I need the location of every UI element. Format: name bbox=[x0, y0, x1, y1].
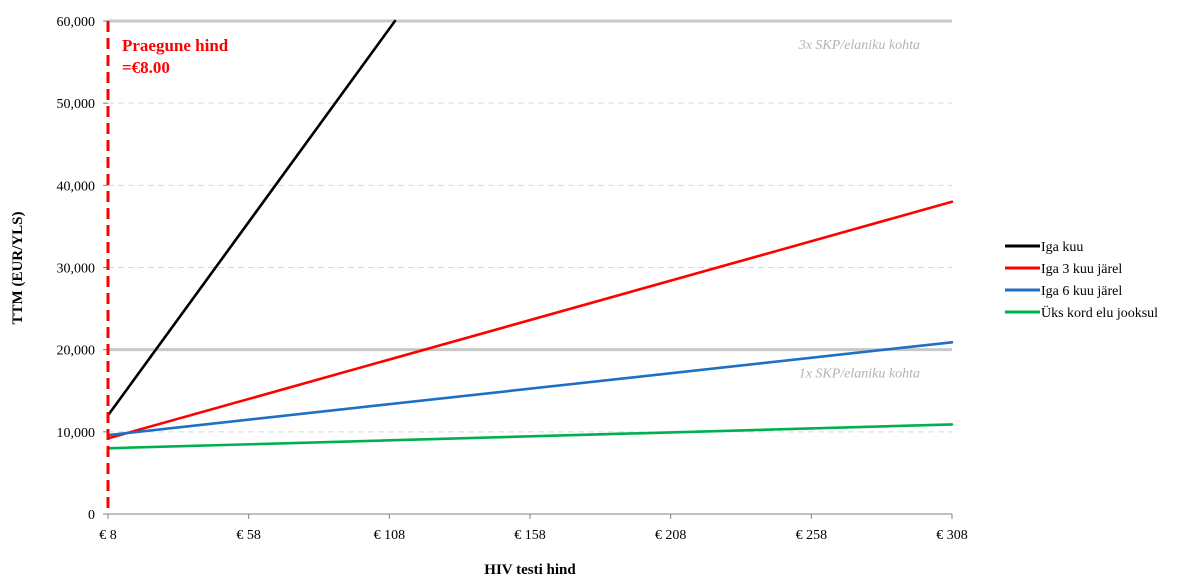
y-tick-label-2: 20,000 bbox=[57, 344, 96, 359]
y-tick-label-3: 30,000 bbox=[57, 262, 96, 277]
x-tick-labels: € 8 € 58 € 108 € 158 € 208 € 258 € 308 bbox=[99, 528, 968, 543]
legend-label-3: Üks kord elu jooksul bbox=[1041, 304, 1158, 321]
y-axis-title: TTM (EUR/YLS) bbox=[10, 212, 26, 325]
reference-label-0: 3x SKP/elaniku kohta bbox=[798, 38, 920, 53]
current-price-value: =€8.00 bbox=[122, 58, 170, 77]
reference-lines: 3x SKP/elaniku kohta 1x SKP/elaniku kohta bbox=[108, 21, 952, 382]
y-tick-labels: 0 10,000 20,000 30,000 40,000 50,000 60,000 bbox=[57, 15, 96, 523]
y-tick-label-0: 0 bbox=[88, 508, 95, 523]
x-axis-title: HIV testi hind bbox=[484, 562, 576, 578]
x-tick-label-4: € 208 bbox=[655, 528, 687, 543]
x-tick-label-3: € 158 bbox=[514, 528, 546, 543]
x-tick-label-5: € 258 bbox=[796, 528, 828, 543]
legend-label-0: Iga kuu bbox=[1041, 240, 1083, 255]
series-line-1 bbox=[108, 202, 952, 439]
legend-label-1: Iga 3 kuu järel bbox=[1041, 262, 1122, 277]
current-price-label: Praegune hind bbox=[122, 36, 229, 55]
y-tick-label-6: 60,000 bbox=[57, 15, 96, 30]
series-lines bbox=[108, 21, 952, 448]
y-tick-label-5: 50,000 bbox=[57, 97, 96, 112]
x-tick-label-0: € 8 bbox=[99, 528, 117, 543]
y-tick-label-4: 40,000 bbox=[57, 179, 96, 194]
series-line-0 bbox=[108, 21, 395, 415]
legend-label-2: Iga 6 kuu järel bbox=[1041, 284, 1122, 299]
y-tick-label-1: 10,000 bbox=[57, 426, 96, 441]
series-line-2 bbox=[108, 342, 952, 435]
x-tick-label-2: € 108 bbox=[374, 528, 406, 543]
x-tick-label-6: € 308 bbox=[936, 528, 968, 543]
series-line-3 bbox=[108, 424, 952, 448]
x-tick-label-1: € 58 bbox=[236, 528, 261, 543]
legend: Iga kuu Iga 3 kuu järel Iga 6 kuu järel Üks… bbox=[1005, 240, 1158, 321]
reference-label-1: 1x SKP/elaniku kohta bbox=[799, 367, 920, 382]
